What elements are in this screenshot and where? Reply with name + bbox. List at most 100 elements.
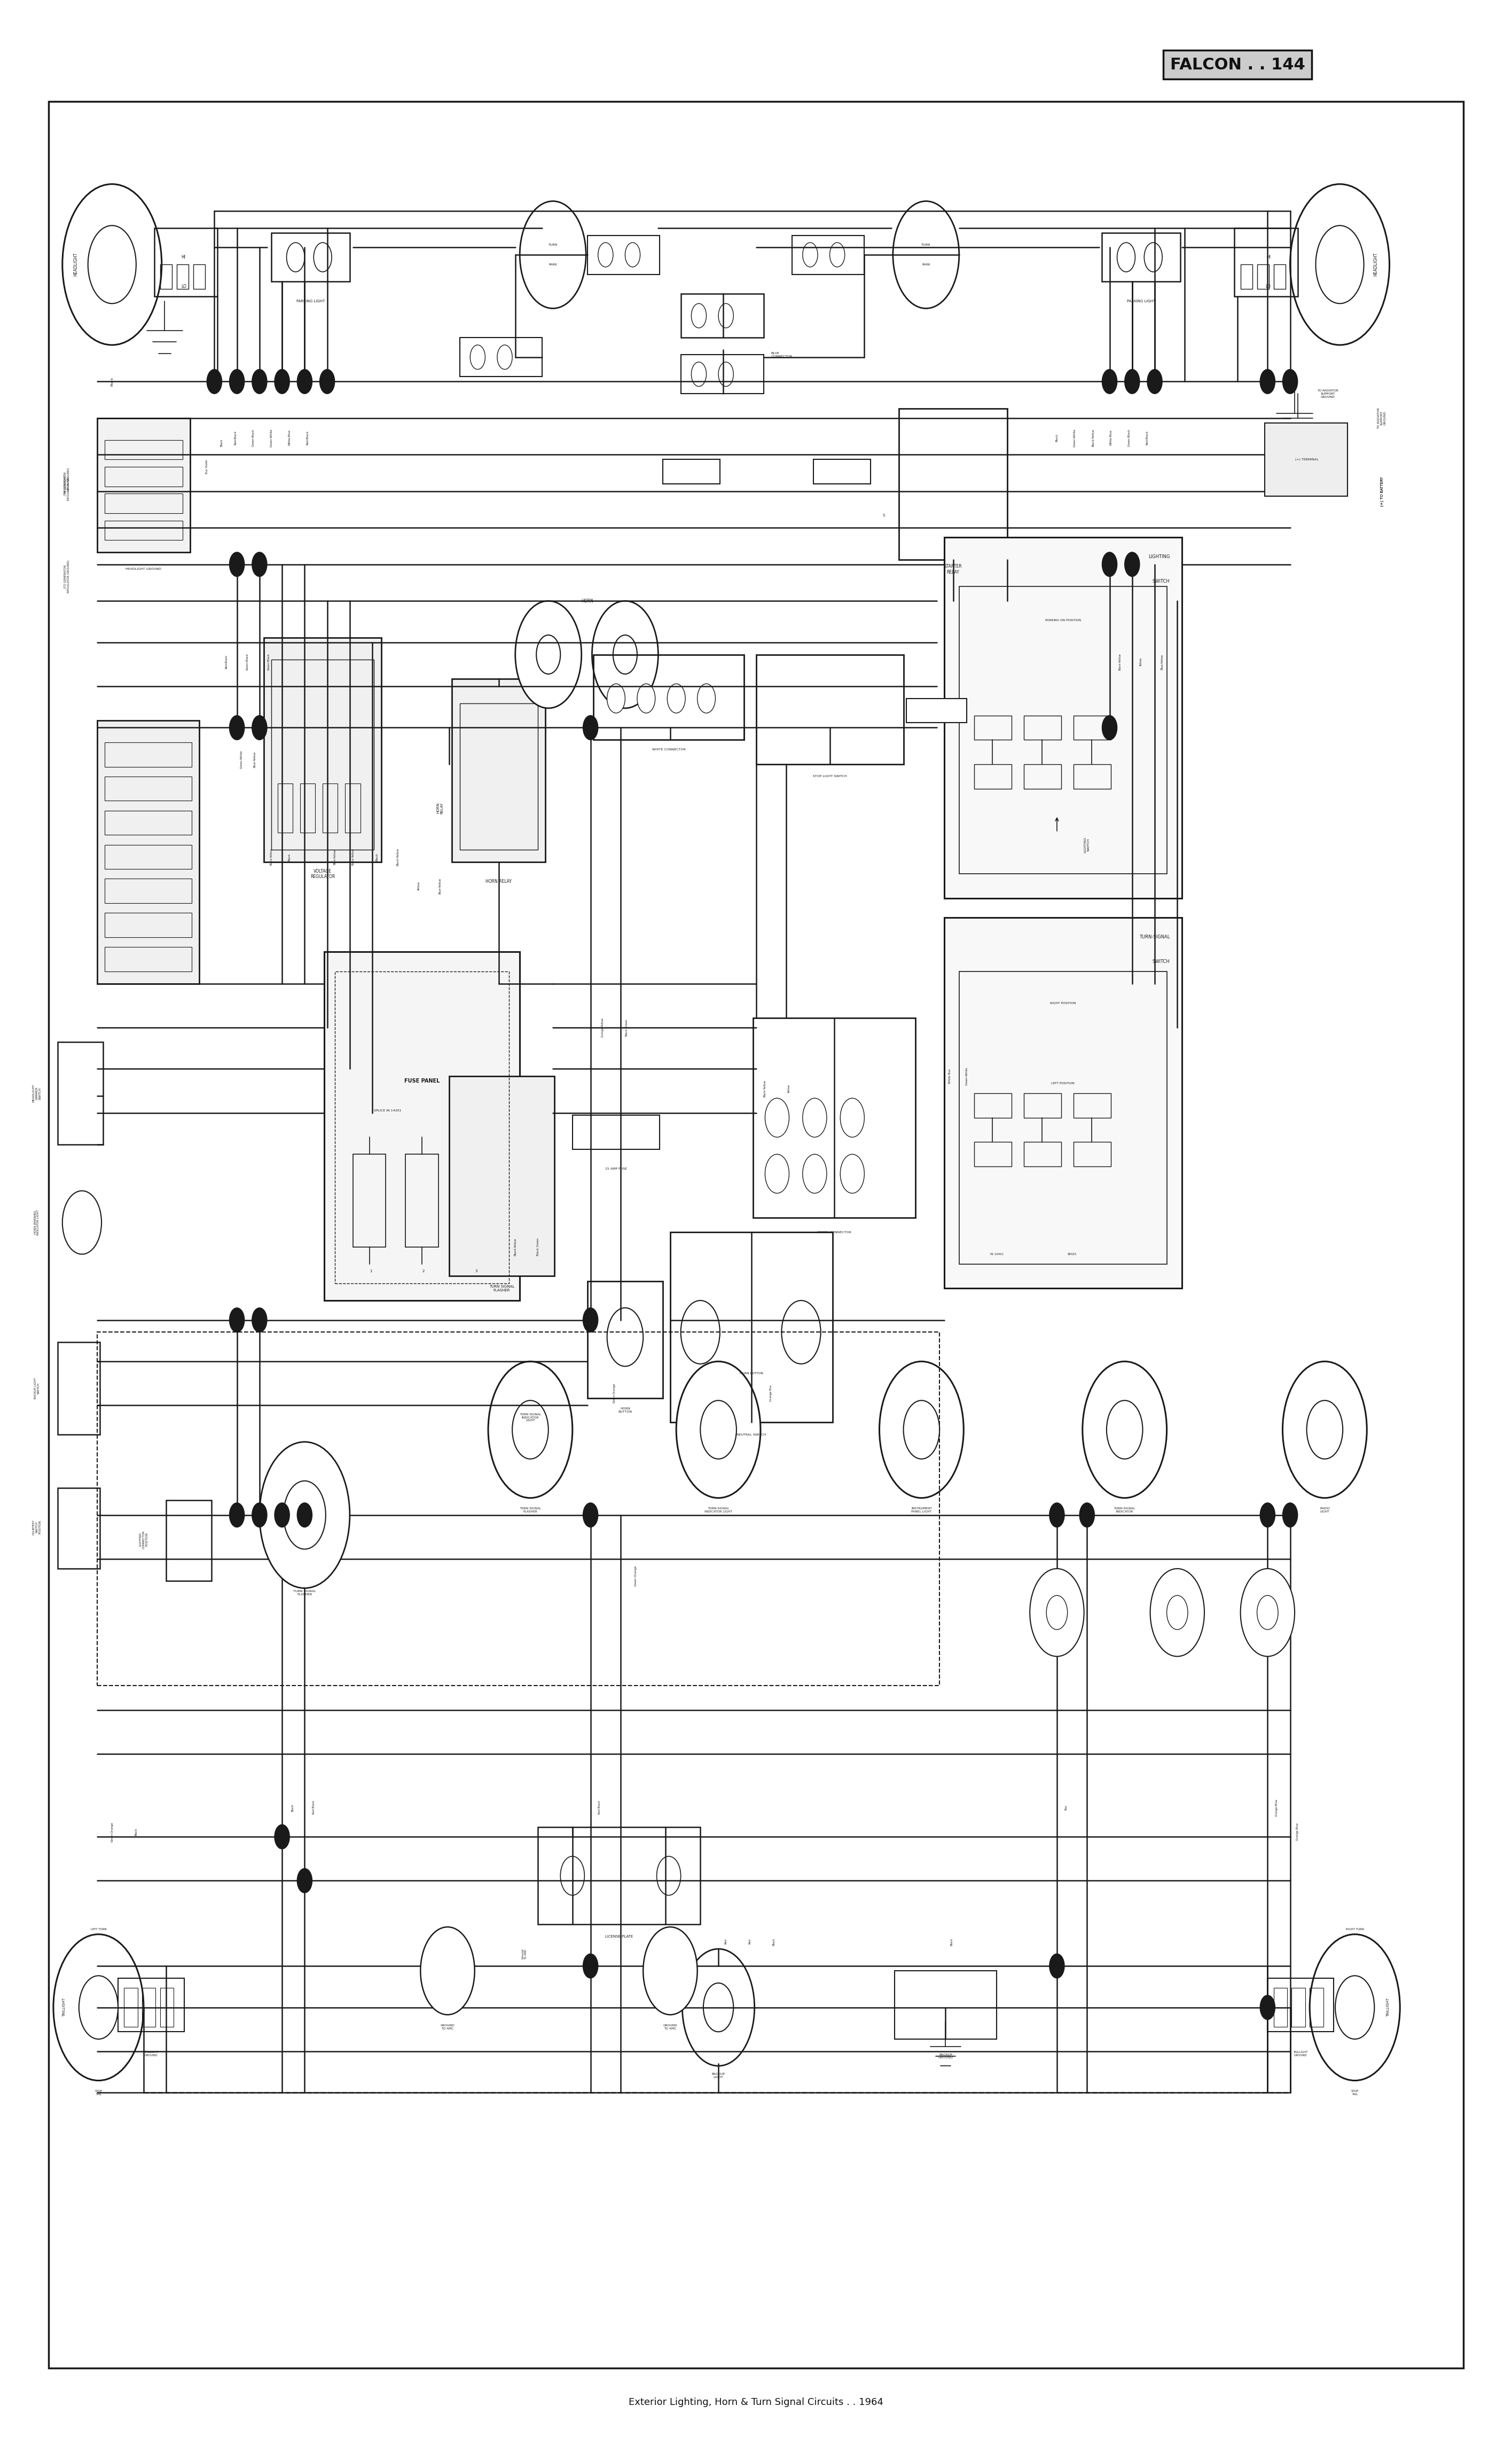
Bar	[104, 440, 183, 460]
Bar	[334, 971, 510, 1284]
Text: COURTESY
SWITCH
POSITION: COURTESY SWITCH POSITION	[32, 1518, 41, 1535]
Bar	[900, 408, 1007, 560]
Text: Green-Orange: Green-Orange	[110, 1822, 113, 1841]
Text: Black-Green: Black-Green	[626, 1020, 627, 1037]
Circle shape	[275, 369, 290, 394]
Bar	[792, 235, 865, 274]
Text: (TO GENERATOR
REGULATOR GROUND): (TO GENERATOR REGULATOR GROUND)	[64, 560, 70, 594]
Text: STOP
TAIL: STOP TAIL	[95, 2090, 103, 2095]
Text: (TO GENERATOR
REGULATOR GROUND): (TO GENERATOR REGULATOR GROUND)	[64, 467, 70, 501]
Bar	[1074, 765, 1111, 790]
Text: TURN: TURN	[549, 244, 558, 247]
Text: Blue-Yellow: Blue-Yellow	[438, 878, 442, 895]
Circle shape	[230, 553, 245, 577]
Text: (+) TO BATTERY: (+) TO BATTERY	[1380, 477, 1383, 506]
Circle shape	[1117, 242, 1136, 271]
Text: LEFT TURN: LEFT TURN	[91, 1929, 106, 1932]
Text: STARTER
RELAY: STARTER RELAY	[943, 565, 962, 575]
Circle shape	[513, 1401, 549, 1460]
Text: Green-Black: Green-Black	[1128, 428, 1131, 447]
Bar	[104, 946, 192, 971]
Text: PARK: PARK	[922, 264, 930, 267]
Bar	[959, 971, 1167, 1264]
Bar	[97, 1333, 939, 1685]
Bar	[573, 1115, 659, 1149]
Text: Red-Black: Red-Black	[1146, 430, 1149, 445]
Text: FALCON . . 144: FALCON . . 144	[1170, 56, 1305, 73]
Circle shape	[803, 1098, 827, 1137]
Text: HEADLIGHT: HEADLIGHT	[74, 252, 79, 276]
Text: LO: LO	[1266, 284, 1270, 289]
Text: Black-Yellow: Black-Yellow	[1092, 428, 1095, 447]
Text: TURN: TURN	[921, 244, 931, 247]
Bar	[1264, 423, 1347, 496]
Circle shape	[520, 200, 587, 308]
Bar	[680, 293, 764, 337]
Text: SP425: SP425	[1067, 1252, 1077, 1257]
Text: IN 14401: IN 14401	[990, 1252, 1004, 1257]
Text: RIGHT POSITION: RIGHT POSITION	[1049, 1002, 1077, 1005]
Text: Black: Black	[1055, 433, 1058, 443]
Bar	[959, 587, 1167, 873]
Text: LIGHTING: LIGHTING	[1148, 555, 1170, 560]
Circle shape	[1151, 1570, 1205, 1655]
Bar	[97, 721, 200, 983]
Text: Black: Black	[221, 438, 224, 447]
Circle shape	[667, 685, 685, 714]
Text: PARKING ON POSITION: PARKING ON POSITION	[1045, 619, 1081, 621]
Circle shape	[803, 1154, 827, 1193]
Circle shape	[680, 1301, 720, 1364]
Circle shape	[1282, 1362, 1367, 1499]
Bar	[943, 538, 1182, 897]
Bar	[324, 951, 520, 1301]
Text: BACKUP
GROUND: BACKUP GROUND	[937, 2054, 953, 2059]
Bar	[460, 704, 538, 848]
Bar	[1102, 232, 1181, 281]
Bar	[1273, 1988, 1287, 2027]
Text: SWITCH: SWITCH	[1152, 958, 1170, 963]
Text: TURN-SIGNAL
INDICATOR LIGHT: TURN-SIGNAL INDICATOR LIGHT	[705, 1506, 732, 1513]
Text: Black Green: Black Green	[537, 1237, 540, 1257]
Bar	[1024, 1093, 1061, 1117]
Circle shape	[691, 362, 706, 386]
Circle shape	[1282, 1504, 1297, 1528]
Text: LICENSE PLATE: LICENSE PLATE	[605, 1934, 634, 1939]
Bar	[345, 785, 360, 831]
Text: Blue-Yellow: Blue-Yellow	[254, 751, 257, 768]
Bar	[452, 680, 546, 861]
Circle shape	[1315, 225, 1364, 303]
Bar	[460, 337, 543, 377]
Circle shape	[803, 242, 818, 267]
Circle shape	[207, 369, 222, 394]
Text: Black-Yellow: Black-Yellow	[514, 1237, 517, 1257]
Circle shape	[880, 1362, 963, 1499]
Circle shape	[697, 685, 715, 714]
Bar	[670, 1232, 833, 1423]
Circle shape	[599, 242, 612, 267]
Text: Blue-Yellow: Blue-Yellow	[1161, 655, 1164, 670]
Text: Green-Block: Green-Block	[268, 653, 269, 670]
Circle shape	[253, 1504, 268, 1528]
Bar	[895, 1971, 996, 2039]
Bar	[104, 844, 192, 868]
Text: TURN-SIGNAL: TURN-SIGNAL	[1139, 934, 1170, 939]
Bar	[753, 1017, 915, 1218]
Text: Red Black: Red Black	[599, 1800, 600, 1814]
Text: LEFT POSITION: LEFT POSITION	[1051, 1083, 1075, 1086]
Text: Black-Yellow: Black-Yellow	[351, 848, 354, 866]
Circle shape	[703, 1983, 733, 2032]
Bar	[322, 785, 337, 831]
Bar	[662, 460, 720, 484]
Text: White-Blue: White-Blue	[289, 430, 290, 445]
Bar	[142, 1988, 156, 2027]
Circle shape	[584, 1954, 599, 1978]
Text: HEADLIGHT
GROUND: HEADLIGHT GROUND	[64, 474, 70, 494]
Bar	[813, 460, 871, 484]
Text: TAILLIGHT: TAILLIGHT	[1387, 1998, 1390, 2017]
Text: Orange Blue: Orange Blue	[1296, 1824, 1299, 1841]
Bar	[104, 467, 183, 487]
Bar	[974, 765, 1012, 790]
Text: TURN-SIGNAL
INDICATOR: TURN-SIGNAL INDICATOR	[1114, 1506, 1136, 1513]
Text: Red-Black: Red-Black	[225, 655, 228, 670]
Text: Green-White: Green-White	[240, 751, 243, 768]
